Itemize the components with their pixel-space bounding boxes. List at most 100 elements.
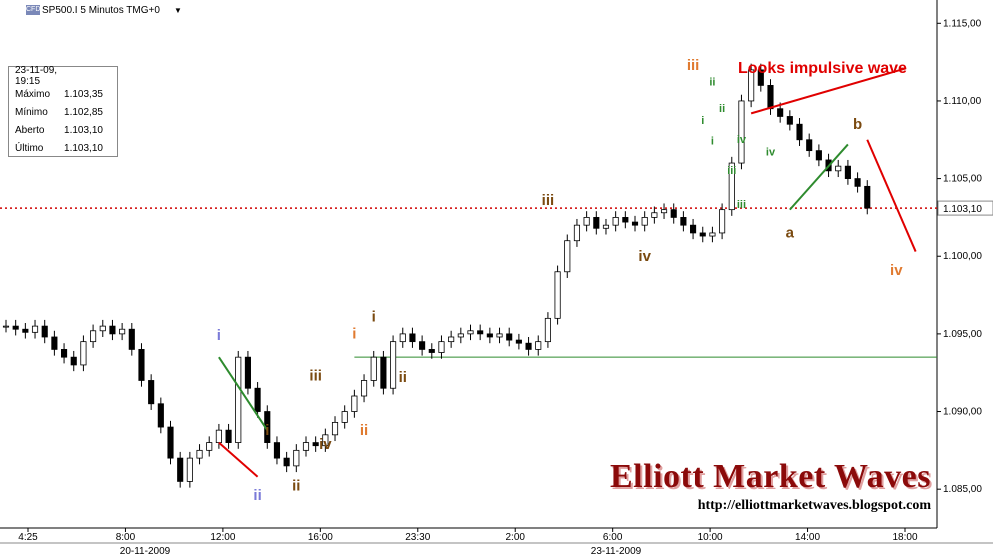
- candle-body: [612, 217, 619, 226]
- candle-body: [215, 429, 222, 443]
- candle-body: [177, 457, 184, 482]
- candle-body: [419, 341, 426, 350]
- candle-body: [409, 333, 416, 343]
- y-tick-label: 1.115,00: [943, 18, 982, 29]
- wave-label: ii: [399, 369, 407, 386]
- candle-body: [61, 349, 68, 358]
- candle-body: [457, 333, 464, 338]
- candle-body: [322, 434, 329, 447]
- date-label: 20-11-2009: [120, 546, 171, 557]
- info-label: Mínimo: [15, 106, 48, 118]
- candle-body: [360, 380, 368, 397]
- candle-body: [148, 380, 155, 405]
- candle-body: [341, 411, 348, 423]
- wave-label: iii: [727, 165, 736, 177]
- projection-wave-b-line: [789, 143, 849, 211]
- wave-label: iv: [638, 248, 651, 265]
- candle-body: [22, 328, 29, 333]
- wave-label: ii: [709, 76, 715, 88]
- candle-body: [864, 185, 871, 209]
- x-tick-label: 10:00: [698, 532, 723, 543]
- candle-body: [583, 217, 590, 226]
- candle-body: [331, 421, 339, 436]
- info-value: 1.103,35: [64, 88, 103, 100]
- info-row-max: Máximo 1.103,35: [9, 85, 117, 103]
- candle-body: [593, 217, 600, 229]
- wave-label: iv: [766, 146, 776, 158]
- candle-body: [796, 123, 803, 141]
- candle-body: [660, 209, 668, 214]
- wave-red-line: [218, 441, 259, 478]
- y-tick-label: 1.090,00: [943, 407, 982, 418]
- wave-label: iii: [737, 199, 746, 211]
- candle-body: [438, 341, 445, 353]
- wave-green-line: [218, 356, 269, 431]
- brand-watermark: Elliott Market Waves http://elliottmarke…: [610, 458, 931, 514]
- candle-body: [70, 356, 77, 366]
- candle-body: [602, 224, 610, 229]
- x-tick-label: 2:00: [505, 532, 525, 543]
- candle-body: [293, 449, 300, 467]
- candle-body: [351, 395, 358, 412]
- candle-body: [31, 325, 39, 333]
- candle-body: [680, 217, 687, 226]
- x-tick-label: 12:00: [210, 532, 235, 543]
- candle-body: [738, 100, 745, 164]
- candle-body: [448, 336, 455, 343]
- candle-body: [806, 139, 813, 152]
- wave-label: i: [265, 422, 269, 439]
- candle-body: [196, 449, 203, 459]
- wave-label: i: [217, 327, 221, 344]
- candle-body: [244, 356, 251, 389]
- info-label: Último: [15, 142, 44, 154]
- y-tick-label: 1.105,00: [943, 174, 982, 185]
- candle-body: [651, 212, 658, 218]
- wave-label: i: [352, 326, 356, 343]
- annotation-pointer-line: [750, 67, 907, 115]
- candle-body: [709, 232, 716, 237]
- candle-body: [515, 339, 522, 344]
- x-tick-label: 8:00: [116, 532, 136, 543]
- info-row-open: Aberto 1.103,10: [9, 121, 117, 139]
- candle-body: [641, 217, 648, 226]
- candle-body: [767, 85, 774, 110]
- candle-body: [206, 442, 213, 451]
- instrument-title: SP500.I 5 Minutos TMG+0: [42, 4, 160, 16]
- candle-body: [80, 341, 87, 366]
- wave-label: iv: [890, 262, 903, 279]
- candle-body: [631, 221, 639, 226]
- candle-body: [186, 457, 193, 482]
- candle-body: [854, 178, 861, 187]
- candle-body: [302, 442, 310, 451]
- candle-body: [109, 325, 116, 335]
- candle-body: [477, 330, 484, 335]
- x-tick-label: 18:00: [892, 532, 917, 543]
- candle-body: [786, 116, 793, 125]
- wave-label: ii: [253, 487, 261, 504]
- info-value: 1.103,10: [64, 142, 103, 154]
- candle-body: [506, 333, 513, 341]
- candle-body: [90, 330, 97, 343]
- candle-body: [777, 108, 784, 117]
- wave-label: b: [853, 116, 862, 133]
- wave-label: iv: [319, 436, 332, 453]
- candle-body: [670, 209, 677, 218]
- last-price-box: [937, 200, 993, 216]
- candle-body: [128, 328, 135, 350]
- wave-label: ii: [719, 103, 725, 115]
- candle-body: [157, 403, 164, 428]
- date-label: 23-11-2009: [591, 546, 642, 557]
- y-tick-label: 1.085,00: [943, 484, 982, 495]
- candle-body: [844, 165, 851, 179]
- chevron-down-icon[interactable]: ▼: [173, 5, 182, 15]
- candle-body: [757, 69, 764, 86]
- candle-body: [815, 150, 822, 161]
- candle-body: [41, 325, 48, 338]
- wave-label: a: [786, 225, 795, 242]
- candle-body: [467, 330, 474, 335]
- candle-body: [51, 336, 58, 350]
- x-tick-label: 16:00: [308, 532, 333, 543]
- y-tick-label: 1.110,00: [943, 96, 982, 107]
